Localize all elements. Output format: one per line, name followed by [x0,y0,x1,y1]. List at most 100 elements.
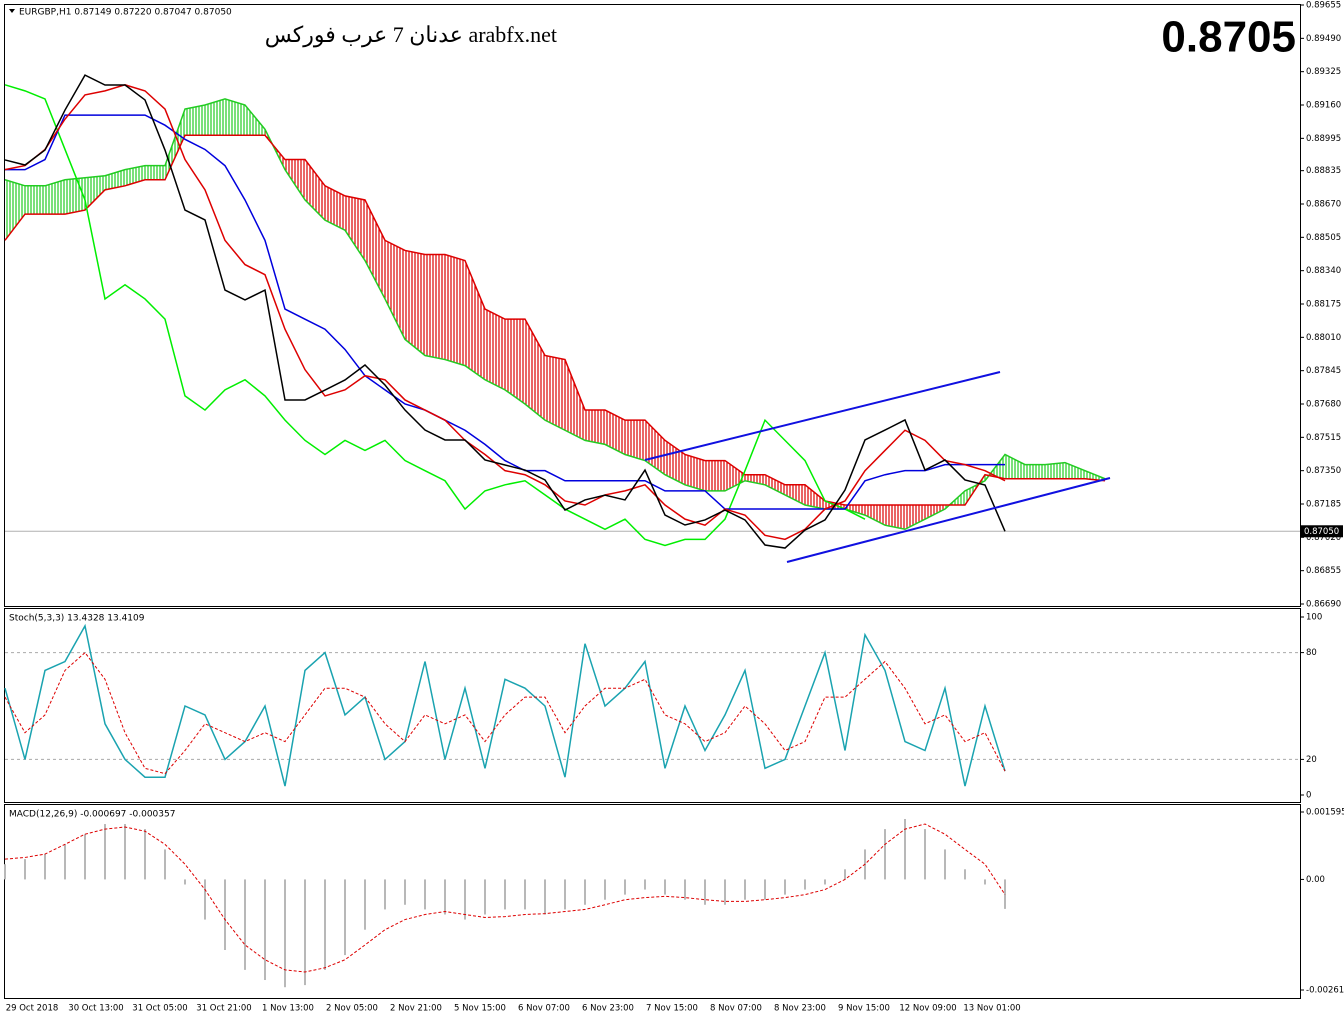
cloud-edge [4,98,1106,531]
cloud-segment [1025,464,1045,479]
cloud-segment [605,410,625,455]
cloud-segment [645,420,665,475]
y-tick-label: 0.88175 [1306,299,1341,309]
x-tick-label: 29 Oct 2018 [6,1004,59,1014]
signal-line [4,823,1006,973]
cloud-segment [85,175,105,211]
main-panel-frame [4,4,1301,607]
plots: 0.89655 0.89490 0.89325 0.89160 0.88995 0.888… [4,1,1344,1014]
y-tick-label: 0.88670 [1306,199,1341,209]
big-price: 0.8705 [1161,13,1296,62]
cloud-segment [205,98,225,136]
x-tick-label: 31 Oct 05:00 [132,1004,187,1014]
cloud-segment [745,474,765,485]
y-tick-label: 0 [1306,791,1311,801]
x-tick-label: 8 Nov 07:00 [710,1004,762,1014]
cloud-segment [145,165,165,180]
cloud-segment [465,260,485,380]
cloud-segment [1005,454,1025,479]
cloud-segment [525,319,545,421]
cloud-segment [325,185,345,231]
indicator-line [4,84,1006,541]
x-tick-label: 30 Oct 13:00 [68,1004,123,1014]
x-tick-label: 9 Nov 15:00 [838,1004,890,1014]
indicator-line [4,84,866,547]
cloud-segment [485,309,505,390]
cloud-segment [365,199,385,299]
cloud-segment [925,505,945,520]
cloud-segment [425,254,445,360]
chart-title: EURGBP,H1 0.87149 0.87220 0.87047 0.8705… [19,8,232,18]
cloud-segment [885,505,905,530]
cloud-segment [245,105,265,136]
cloud-segment [585,410,605,445]
y-tick-label: 0.87020 [1306,533,1341,543]
y-tick-label: 0.89325 [1306,67,1341,77]
x-tick-label: 6 Nov 07:00 [518,1004,570,1014]
oscillator-line [4,623,1006,787]
stoch-panel-frame [4,608,1301,803]
x-tick-label: 31 Oct 21:00 [196,1004,251,1014]
cloud-segment [345,195,365,261]
y-tick-label: 0.87515 [1306,433,1341,443]
cloud-segment [185,105,205,136]
y-tick-label: 0.87680 [1306,399,1341,409]
cloud-segment [445,254,465,366]
y-tick-label: 0.88835 [1306,166,1341,176]
cloud-segment [685,454,705,491]
cloud-segment [385,240,405,340]
y-tick-label: 0.87350 [1306,466,1341,476]
macd-title: MACD(12,26,9) -0.000697 -0.000357 [9,810,175,820]
x-tick-label: 5 Nov 15:00 [454,1004,506,1014]
channel-upper [644,371,1001,461]
cloud-segment [65,177,85,215]
trend-channel [644,371,1111,563]
cloud-segment [565,359,585,441]
cloud-segment [45,179,65,215]
cloud-segment [405,250,425,356]
cloud-segment [845,505,865,516]
cloud-segment [805,484,825,510]
indicator-line [5,114,1005,510]
cloud-segment [1045,462,1065,479]
y-tick-label: 20 [1306,755,1317,765]
y-tick-label: 0.87845 [1306,366,1341,376]
x-tick-label: 6 Nov 23:00 [582,1004,634,1014]
y-tick-label: 0.88995 [1306,134,1341,144]
y-tick-label: 0.88340 [1306,266,1341,276]
x-tick-label: 7 Nov 15:00 [646,1004,698,1014]
last-price-box [1301,525,1343,538]
panel-frames [4,4,1301,999]
x-tick-label: 8 Nov 23:00 [774,1004,826,1014]
y-tick-label: 0.88010 [1306,333,1341,343]
stoch-title: Stoch(5,3,3) 13.4328 13.4109 [9,614,145,624]
y-tick-label: 0.001595 [1306,808,1344,818]
cloud-segment [905,505,925,530]
x-tick-label: 13 Nov 01:00 [963,1004,1020,1014]
cloud-segment [285,159,305,200]
y-tick-label: 0.86855 [1306,566,1341,576]
x-tick-label: 2 Nov 05:00 [326,1004,378,1014]
cloud-segment [25,185,45,215]
y-tick-label: 0.87185 [1306,499,1341,509]
symbol-menu-arrow[interactable] [9,9,15,13]
watermark: عدنان 7 عرب فوركس arabfx.net [265,22,557,48]
cloud-segment [785,484,805,506]
cloud-segment [865,505,885,526]
cloud-segment [705,460,725,491]
cloud-segment [225,98,245,136]
x-tick-label: 1 Nov 13:00 [262,1004,314,1014]
y-tick-label: 0.86690 [1306,600,1341,610]
cloud-segment [765,474,785,495]
cloud-segment [165,109,185,180]
x-tick-label: 2 Nov 21:00 [390,1004,442,1014]
y-tick-label: 0.88505 [1306,233,1341,243]
cloud-segment [625,420,645,461]
cloud-edge [4,134,1106,506]
y-tick-label: 0.89655 [1306,1,1341,11]
y-tick-label: 80 [1306,648,1317,658]
channel-lower [786,477,1111,563]
cloud-segment [545,355,565,431]
cloud-segment [505,319,525,404]
